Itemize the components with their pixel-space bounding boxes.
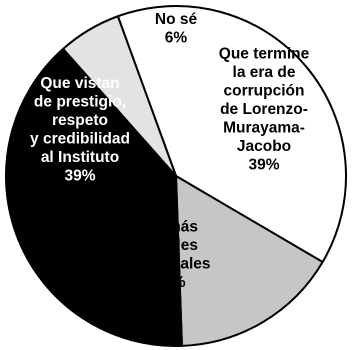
slice-label-line: al Instituto (41, 149, 119, 166)
slice-label-line: de prestigio, (34, 93, 126, 110)
slice-label-line: y credibilidad (30, 130, 130, 147)
slice-label-line: Que vistan (40, 75, 119, 92)
pie-slice-que-vistan-2 (5, 47, 183, 347)
slice-value-label: 6% (165, 29, 188, 46)
slice-label-line: fraudes (142, 237, 198, 254)
slice-label-line: Jacobo (237, 138, 291, 155)
slice-label-line: No sé (155, 11, 198, 28)
slice-label-line: de Lorenzo- (220, 101, 308, 118)
pie-slice-no-se-3 (62, 15, 177, 177)
slice-label-line: Murayama- (223, 120, 305, 137)
slice-label-line: la era de (233, 64, 296, 81)
slice-label-line: No más (142, 218, 198, 235)
slice-label-line: electorales (130, 255, 211, 272)
slice-label-line: respeto (52, 112, 108, 129)
slice-label-line: corrupción (224, 83, 305, 100)
slice-label-que-termine-0: Que termine la era de corrupción de Lorenzo… (219, 46, 310, 174)
slice-label-que-vistan-2: Que vistan de prestigio, respeto y credibil… (30, 75, 130, 185)
slice-label-no-mas-1: No más fraudes electorales 16% (130, 218, 211, 290)
slice-label-no-se-3: No sé 6% (155, 11, 198, 47)
pie-slice-no-mas-1 (175, 175, 324, 347)
slice-value-label: 16% (154, 274, 185, 291)
slice-value-label: 39% (64, 167, 95, 184)
slice-value-label: 39% (248, 157, 279, 174)
pie-slice-que-termine-0 (116, 5, 347, 264)
slice-label-line: Que termine (219, 46, 310, 63)
